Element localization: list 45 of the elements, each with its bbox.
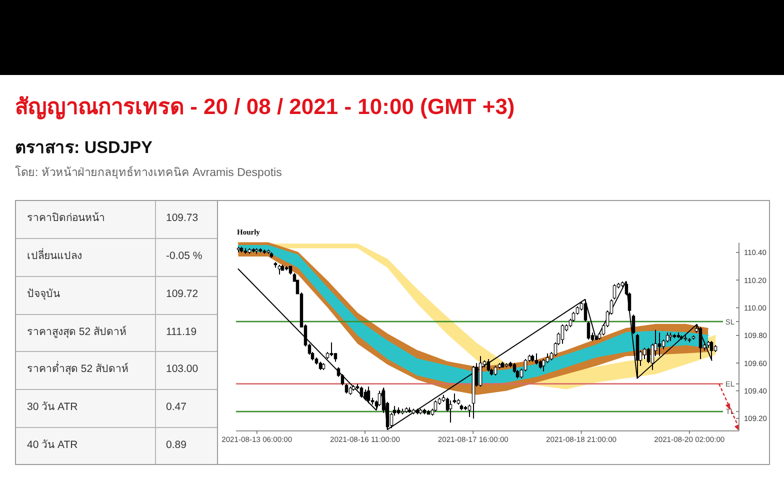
candlestick (584, 298, 588, 322)
candlestick (366, 386, 370, 404)
candlestick (632, 314, 636, 335)
candlestick (586, 321, 590, 340)
candlestick (364, 388, 368, 401)
category-label: ราคาปิดก่อนหน้า (27, 211, 105, 226)
category-label: 40 วัน ATR (27, 438, 78, 454)
candlestick (666, 332, 670, 343)
text: 0.47 (166, 401, 186, 414)
candlestick (378, 390, 382, 406)
text: 109.73 (166, 212, 198, 224)
category-label: ปัจจุบัน (27, 286, 60, 302)
candlestick (434, 400, 438, 412)
text: 109.72 (166, 288, 198, 300)
candlestick (534, 352, 538, 365)
candlestick (542, 358, 546, 372)
text: 111.19 (166, 326, 197, 338)
candlestick (278, 264, 282, 276)
candlestick (452, 393, 456, 404)
text: สัญญาณการเทรด - 20 / 08 / 2021 - 10:00 (GMT +3) (15, 93, 515, 122)
candlestick (698, 326, 702, 360)
candlestick (658, 332, 662, 357)
category-label: เปลี่ยนแปลง (27, 247, 82, 264)
category-label: 30 วัน ATR (27, 400, 78, 416)
candlestick (330, 342, 334, 357)
text: -0.05 % (166, 250, 202, 262)
category-label: ราคาต่ำสุด 52 สัปดาห์ (27, 360, 129, 378)
category-label: ราคาสูงสุด 52 สัปดาห์ (27, 324, 127, 340)
candlestick (468, 404, 472, 418)
candlestick (612, 284, 616, 300)
candlestick (662, 339, 666, 350)
text: 103.00 (166, 363, 198, 376)
candlestick (344, 383, 348, 394)
text: 0.89 (166, 439, 186, 452)
candlestick (546, 352, 550, 364)
candlestick (360, 386, 364, 398)
candlestick (478, 356, 482, 388)
candlestick (448, 400, 452, 424)
candlestick (642, 347, 646, 360)
candlestick (486, 358, 490, 372)
text: โดย: หัวหน้าฝ่ายกลยุทธ์ทางเทคนิค Avramis Despotis (15, 164, 282, 181)
text: ตราสาร: USDJPY (15, 137, 152, 159)
candlestick (646, 347, 650, 364)
candlestick (494, 365, 498, 376)
candlestick (560, 324, 564, 344)
